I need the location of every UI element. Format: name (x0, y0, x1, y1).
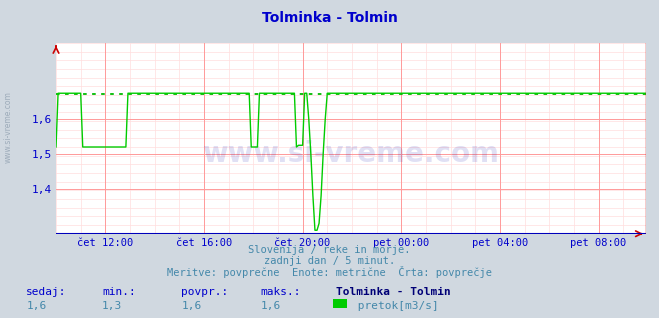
Text: povpr.:: povpr.: (181, 287, 229, 297)
Text: zadnji dan / 5 minut.: zadnji dan / 5 minut. (264, 256, 395, 266)
Text: min.:: min.: (102, 287, 136, 297)
Text: sedaj:: sedaj: (26, 287, 67, 297)
Text: 1,6: 1,6 (181, 301, 202, 310)
Text: Meritve: povprečne  Enote: metrične  Črta: povprečje: Meritve: povprečne Enote: metrične Črta:… (167, 266, 492, 279)
Text: 1,6: 1,6 (260, 301, 281, 310)
Text: www.si-vreme.com: www.si-vreme.com (202, 140, 500, 168)
Text: 1,6: 1,6 (26, 301, 47, 310)
Text: Tolminka - Tolmin: Tolminka - Tolmin (336, 287, 451, 297)
Text: 1,3: 1,3 (102, 301, 123, 310)
Text: Tolminka - Tolmin: Tolminka - Tolmin (262, 11, 397, 25)
Text: www.si-vreme.com: www.si-vreme.com (4, 91, 13, 163)
Text: Slovenija / reke in morje.: Slovenija / reke in morje. (248, 245, 411, 255)
Text: pretok[m3/s]: pretok[m3/s] (351, 301, 438, 310)
Text: maks.:: maks.: (260, 287, 301, 297)
